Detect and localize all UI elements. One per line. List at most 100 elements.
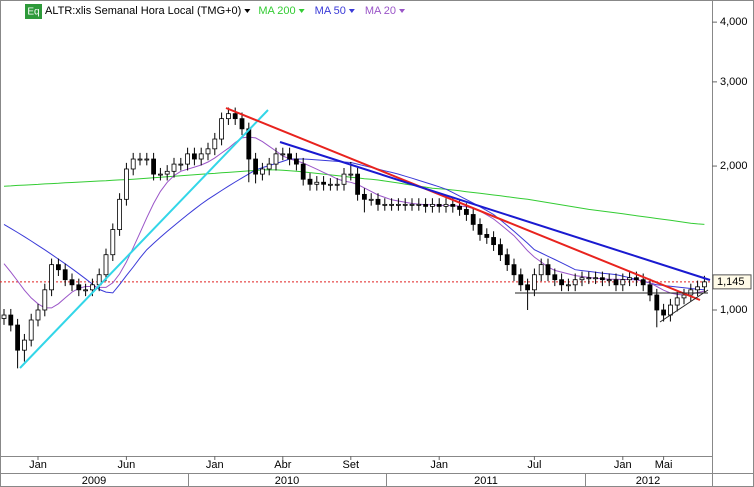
- candle-body: [463, 209, 469, 215]
- candle-body: [42, 289, 48, 311]
- candle-body: [69, 279, 75, 286]
- candle-body: [341, 173, 347, 185]
- dropdown-arrow[interactable]: [244, 9, 251, 13]
- candle-body: [600, 277, 605, 281]
- candle-body: [178, 163, 184, 166]
- year-label: 2010: [275, 475, 299, 487]
- year-label: 2011: [474, 475, 498, 487]
- candle-body: [511, 264, 517, 276]
- candle-body: [1, 314, 7, 319]
- candle-body: [62, 269, 68, 281]
- y-tick-label: 4,000: [720, 16, 748, 28]
- candle-body: [552, 274, 558, 281]
- symbol-label[interactable]: ALTR:xlis Semanal Hora Local (TMG+0): [45, 5, 241, 17]
- candle-body: [525, 284, 530, 291]
- candle-body: [620, 279, 626, 286]
- candle-body: [518, 274, 524, 286]
- candle-body: [545, 264, 551, 276]
- candle-body: [307, 178, 313, 185]
- candle-body: [185, 153, 191, 165]
- candle-body: [157, 173, 163, 176]
- icon[interactable]: [25, 4, 42, 19]
- candle-body: [695, 286, 700, 291]
- candle-body: [355, 173, 361, 195]
- candle-body: [327, 183, 333, 186]
- candle-body: [130, 158, 136, 170]
- candle-body: [361, 193, 367, 200]
- candle-body: [164, 170, 170, 175]
- candle-body: [225, 113, 231, 120]
- candle-body: [559, 279, 564, 286]
- candle-body: [416, 203, 422, 206]
- candle-body: [688, 289, 694, 296]
- candle-body: [28, 319, 34, 341]
- candle-body: [661, 309, 666, 316]
- year-label: 2012: [636, 475, 660, 487]
- legend-entry[interactable]: MA 20: [365, 5, 396, 17]
- candle-body: [423, 203, 429, 207]
- plot: [0, 107, 712, 369]
- candle-body: [246, 128, 252, 160]
- candle-body: [532, 274, 537, 291]
- x-tick-label: Mai: [655, 459, 673, 471]
- candle-body: [321, 181, 327, 185]
- candle-body: [504, 254, 510, 266]
- dropdown-arrow[interactable]: [399, 9, 406, 13]
- candle-body: [457, 205, 463, 210]
- last-price-box: [712, 274, 752, 290]
- candle-body: [35, 309, 41, 321]
- trendline: [225, 107, 701, 301]
- dropdown-arrow[interactable]: [348, 9, 355, 13]
- candle-body: [674, 297, 680, 306]
- candle-body: [205, 148, 211, 155]
- candle-body: [409, 203, 415, 206]
- x-tick-label: Jan: [430, 459, 448, 471]
- legend-entry[interactable]: MA 200: [258, 5, 295, 17]
- candle-body: [640, 279, 646, 286]
- candle-body: [395, 203, 401, 206]
- candle-body: [586, 277, 592, 280]
- candle-body: [137, 158, 143, 161]
- ma-line: [3, 136, 705, 309]
- y-tick-label: 1,000: [720, 304, 748, 316]
- candle-body: [15, 324, 21, 351]
- candle-body: [402, 203, 408, 206]
- x-tick-label: Jan: [29, 459, 47, 471]
- ma-line: [3, 169, 705, 225]
- candle-body: [124, 168, 129, 200]
- trendlines: [19, 107, 711, 369]
- candle-body: [8, 314, 14, 326]
- candle-body: [634, 277, 639, 281]
- candle-body: [389, 203, 395, 206]
- candle-body: [566, 284, 571, 287]
- candle-body: [579, 277, 585, 281]
- candle-body: [436, 203, 442, 207]
- candle-body: [253, 158, 259, 175]
- candle-body: [287, 153, 293, 160]
- candle-body: [334, 183, 340, 186]
- ma-line: [3, 158, 705, 294]
- candle-body: [477, 224, 483, 235]
- candle-body: [56, 264, 61, 271]
- candle-body: [219, 118, 225, 140]
- legend-entry[interactable]: MA 50: [315, 5, 346, 17]
- candle-body: [654, 294, 660, 311]
- candle-body: [103, 254, 109, 276]
- candle-body: [538, 264, 544, 276]
- candle-body: [470, 214, 476, 225]
- candle-body: [300, 163, 306, 180]
- candle-body: [627, 277, 632, 281]
- trendline: [19, 109, 269, 369]
- x-tick-label: Jan: [614, 459, 632, 471]
- candle-body: [232, 113, 238, 120]
- icon-label[interactable]: Eq: [27, 7, 39, 18]
- candle-body: [49, 264, 54, 291]
- dropdown-arrow[interactable]: [298, 9, 305, 13]
- candle-body: [110, 229, 116, 256]
- candle-body: [198, 153, 204, 160]
- candle-body: [83, 289, 88, 292]
- candle-body: [266, 163, 272, 170]
- x-tick-label: Jul: [527, 459, 541, 471]
